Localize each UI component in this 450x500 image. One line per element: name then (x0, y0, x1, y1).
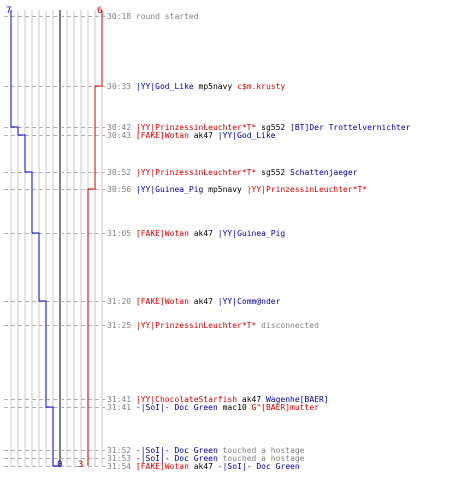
player-name: G^[BAER]mutter (251, 403, 319, 412)
weapon-name: ak47 (188, 229, 218, 238)
log-entry: 31:25 |YY|PrinzessinLeuchter*T* disconne… (107, 321, 319, 330)
player-name: [FAKE]Wotan (135, 462, 189, 471)
log-entry: 30:33 |YY|God_Like mp5navy c$m.krusty (107, 82, 285, 91)
log-entry: 31:53 -|SoI|- Doc Green touched a hostag… (107, 454, 305, 463)
player-name: |YY|God_Like (135, 82, 194, 91)
event-time: 30:52 (107, 168, 136, 177)
event-time: 31:20 (107, 297, 136, 306)
blue-team-alive-line (10, 10, 60, 467)
player-name: Schattenjaeger (290, 168, 358, 177)
event-text: touched a hostage (217, 446, 305, 455)
blue-start-count: 7 (6, 6, 12, 16)
weapon-name: ak47 (188, 131, 218, 140)
event-time: 30:43 (107, 131, 136, 140)
weapon-name: sg552 (256, 168, 291, 177)
weapon-name: ak47 (188, 297, 218, 306)
weapon-name: mac10 (217, 403, 252, 412)
player-name: |YY|PrinzessinLeuchter*T* (246, 185, 368, 194)
player-name: -|SoI|- Doc Green (135, 403, 218, 412)
event-text: touched a hostage (217, 454, 305, 463)
event-time: 31:52 (107, 446, 136, 455)
red-team-alive-line (87, 10, 103, 466)
log-entry: 31:52 -|SoI|- Doc Green touched a hostag… (107, 446, 305, 455)
log-entry: 31:41 -|SoI|- Doc Green mac10 G^[BAER]mu… (107, 403, 319, 412)
log-entry: 30:43 [FAKE]Wotan ak47 |YY|God_Like (107, 131, 276, 140)
event-time: 30:18 (107, 12, 136, 21)
player-name: |YY|PrinzessinLeuchter*T* (135, 168, 257, 177)
log-entry: 30:42 |YY|PrinzessinLeuchter*T* sg552 [B… (107, 123, 410, 132)
player-name: -|SoI|- Doc Green (135, 454, 218, 463)
player-name: |YY|PrinzessinLeuchter*T* (135, 123, 257, 132)
event-time: 31:41 (107, 395, 136, 404)
weapon-name: ak47 (188, 462, 218, 471)
log-entry: 31:54 [FAKE]Wotan ak47 -|SoI|- Doc Green (107, 462, 300, 471)
player-name: -|SoI|- Doc Green (217, 462, 300, 471)
log-entry: 31:41 |YY|ChocolateStarfish ak47 Wagenhe… (107, 395, 329, 404)
log-entry: 30:18 round started (107, 12, 199, 21)
player-name: -|SoI|- Doc Green (135, 446, 218, 455)
player-name: |YY|Comm@nder (217, 297, 281, 306)
weapon-name: mp5navy (193, 82, 238, 91)
event-time: 31:41 (107, 403, 136, 412)
player-name: |YY|PrinzessinLeuchter*T* (135, 321, 257, 330)
player-name: |YY|ChocolateStarfish (135, 395, 238, 404)
player-name: [FAKE]Wotan (135, 297, 189, 306)
event-time: 31:53 (107, 454, 136, 463)
event-time: 30:56 (107, 185, 136, 194)
event-text: round started (135, 12, 199, 21)
blue-end-count: 0 (57, 460, 63, 470)
player-name: |YY|Guinea_Pig (135, 185, 204, 194)
player-name: |YY|God_Like (217, 131, 276, 140)
weapon-name: ak47 (237, 395, 266, 404)
event-time: 31:05 (107, 229, 136, 238)
player-name: Wagenhe[BAER] (265, 395, 329, 404)
weapon-name: mp5navy (203, 185, 247, 194)
event-time: 30:33 (107, 82, 136, 91)
event-text: disconnected (256, 321, 319, 330)
log-entry: 31:05 [FAKE]Wotan ak47 |YY|Guinea_Pig (107, 229, 285, 238)
weapon-name: sg552 (256, 123, 291, 132)
event-time: 31:54 (107, 462, 136, 471)
player-name: c$m.krusty (237, 82, 286, 91)
log-entry: 30:56 |YY|Guinea_Pig mp5navy |YY|Prinzes… (107, 185, 367, 194)
event-time: 31:25 (107, 321, 136, 330)
red-end-count: 3 (78, 460, 84, 470)
log-entry: 31:20 [FAKE]Wotan ak47 |YY|Comm@nder (107, 297, 280, 306)
player-name: [FAKE]Wotan (135, 229, 189, 238)
player-name: |YY|Guinea_Pig (217, 229, 286, 238)
event-time: 30:42 (107, 123, 136, 132)
player-name: [FAKE]Wotan (135, 131, 189, 140)
log-entry: 30:52 |YY|PrinzessinLeuchter*T* sg552 Sc… (107, 168, 357, 177)
player-name: [BT]Der Trottelvernichter (290, 123, 411, 132)
red-start-count: 6 (97, 6, 103, 16)
